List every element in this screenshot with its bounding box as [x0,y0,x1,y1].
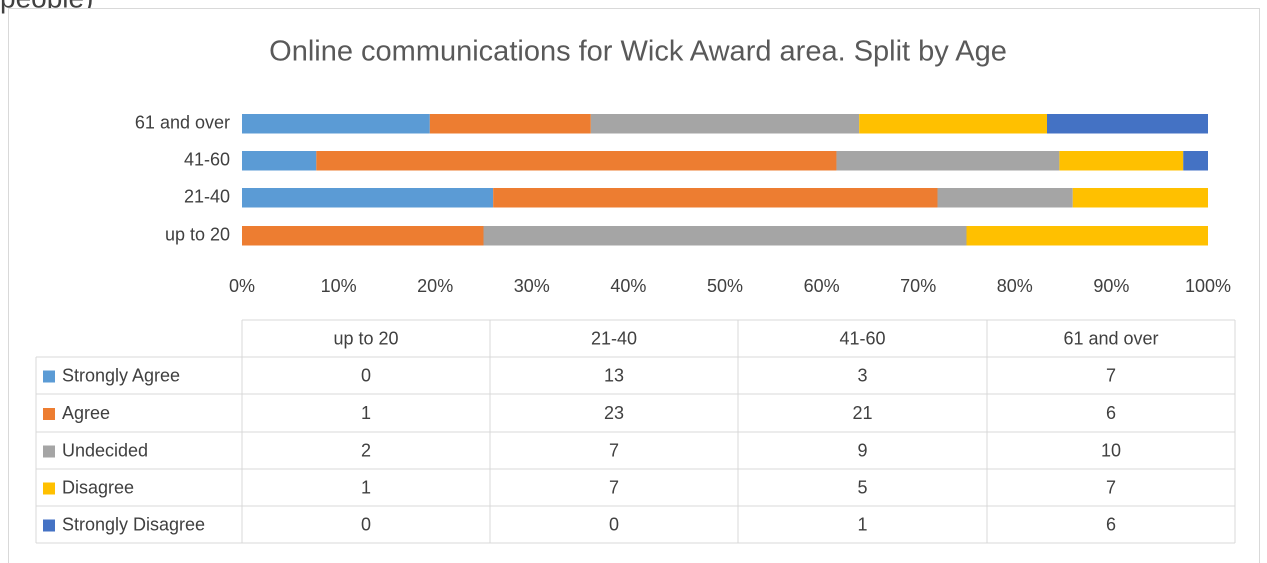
legend-label: Strongly Disagree [62,514,205,534]
table-cell: 2 [361,440,371,460]
table-cell: 0 [609,514,619,534]
x-tick-label: 80% [997,276,1033,296]
x-tick-label: 50% [707,276,743,296]
bar-segment [1072,188,1208,208]
bar-segment [483,226,967,246]
bar-segment [590,114,860,134]
legend-swatch [43,519,55,532]
legend-label: Undecided [62,440,148,460]
x-tick-label: 70% [900,276,936,296]
table-cell: 5 [857,477,867,497]
table-cell: 6 [1106,514,1116,534]
table-cell: 1 [857,514,867,534]
table-cell: 21 [852,403,872,423]
x-tick-label: 30% [514,276,550,296]
x-tick-label: 20% [417,276,453,296]
x-tick-label: 90% [1093,276,1129,296]
table-cell: 0 [361,514,371,534]
y-tick-label: up to 20 [165,225,230,245]
table-cell: 10 [1101,440,1121,460]
bar-segment [1059,151,1184,171]
table-cell: 6 [1106,403,1116,423]
table-cell: 9 [857,440,867,460]
bar-segment [242,226,484,246]
legend-label: Agree [62,403,110,423]
bar-segment [1047,114,1208,134]
legend-label: Strongly Agree [62,365,180,385]
table-cell: 0 [361,365,371,385]
x-tick-label: 100% [1185,276,1231,296]
bar-segment [242,188,494,208]
table-cell: 1 [361,477,371,497]
legend-swatch [43,408,55,420]
table-cell: 13 [604,365,624,385]
bar-segment [316,151,837,171]
legend-swatch [43,482,55,495]
bar-segment [242,151,317,171]
table-header: 21-40 [591,328,637,348]
table-header: 41-60 [839,328,885,348]
bar-segment [966,226,1208,246]
bar-segment [429,114,591,134]
chart-frame [8,8,1260,563]
x-tick-label: 10% [321,276,357,296]
table-cell: 7 [609,440,619,460]
legend-swatch [43,370,55,383]
bar-segment [836,151,1060,171]
legend-swatch [43,445,55,458]
x-tick-label: 0% [229,276,255,296]
y-tick-label: 61 and over [135,113,230,133]
table-cell: 7 [609,477,619,497]
chart-title: Online communications for Wick Award are… [269,36,1007,68]
bar-segment [493,188,938,208]
bar-segment [937,188,1073,208]
x-tick-label: 60% [804,276,840,296]
table-cell: 3 [857,365,867,385]
bar-segment [242,114,430,134]
table-cell: 7 [1106,365,1116,385]
x-tick-label: 40% [610,276,646,296]
bar-segment [1183,151,1208,171]
table-header: up to 20 [333,328,398,348]
table-cell: 23 [604,403,624,423]
legend-label: Disagree [62,477,134,497]
y-tick-label: 21-40 [184,187,230,207]
y-tick-label: 41-60 [184,150,230,170]
table-header: 61 and over [1063,328,1158,348]
bar-segment [859,114,1047,134]
table-cell: 7 [1106,477,1116,497]
table-cell: 1 [361,403,371,423]
